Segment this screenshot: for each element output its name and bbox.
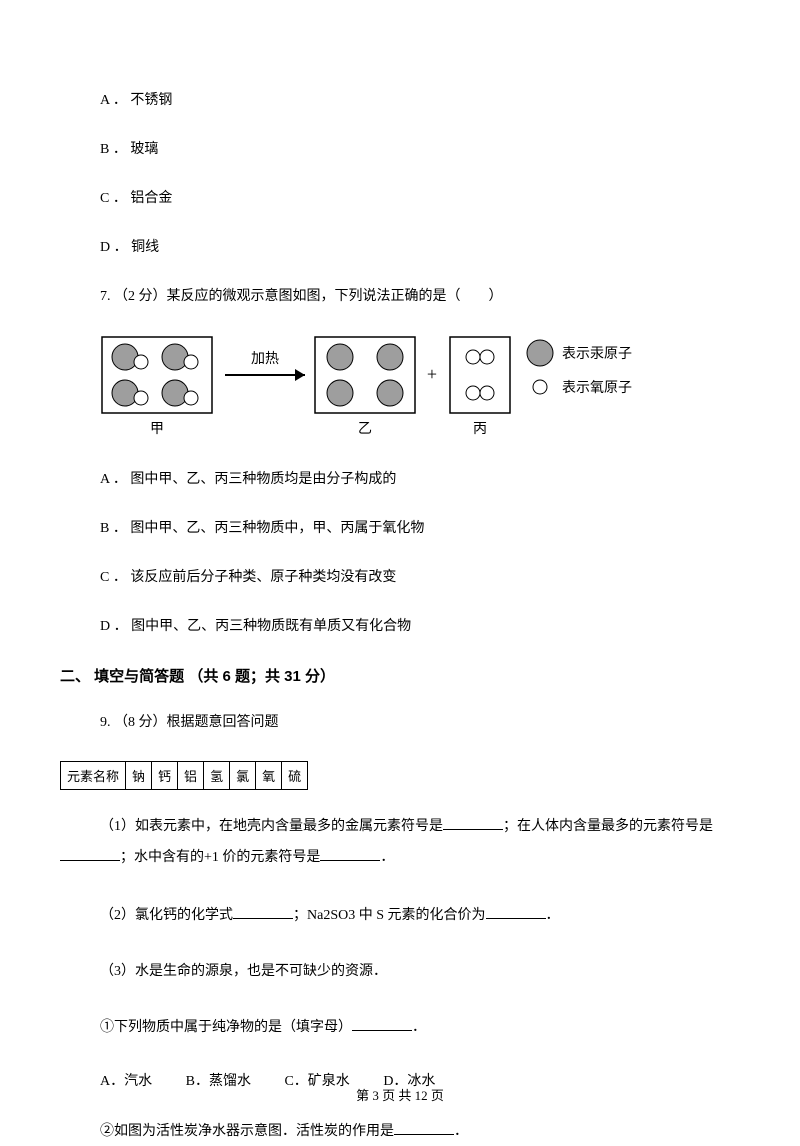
q6-option-c: C ． 铝合金 — [60, 188, 740, 209]
q9-p2-b: ；Na2SO3 中 S 元素的化合价为 — [293, 908, 486, 923]
q9-p1-end: ． — [380, 850, 394, 865]
diagram-label-b: 乙 — [358, 421, 372, 437]
table-header: 元素名称 — [61, 762, 126, 790]
q9-p2-a: （2）氯化钙的化学式 — [100, 908, 233, 923]
diagram-arrow-label: 加热 — [251, 351, 279, 367]
q9-p1-c: ；水中含有的+1 价的元素符号是 — [120, 850, 320, 865]
q7-option-b: B ． 图中甲、乙、丙三种物质中，甲、丙属于氧化物 — [60, 518, 740, 539]
table-cell: 硫 — [282, 762, 308, 790]
blank — [394, 1119, 454, 1134]
legend-hg: 表示汞原子 — [562, 346, 632, 362]
diagram-label-c: 丙 — [473, 422, 487, 437]
diagram-label-a: 甲 — [150, 422, 164, 437]
q9-p1-a: （1）如表元素中，在地壳内含量最多的金属元素符号是 — [100, 819, 443, 834]
q9-p4-end: ． — [412, 1020, 426, 1035]
q9-p5-a: ②如图为活性炭净水器示意图．活性炭的作用是 — [100, 1124, 394, 1139]
q7-option-d: D ． 图中甲、乙、丙三种物质既有单质又有化合物 — [60, 616, 740, 637]
q6-option-d: D ． 铜线 — [60, 237, 740, 258]
table-cell: 铝 — [178, 762, 204, 790]
q9-p4-a: ①下列物质中属于纯净物的是（填字母） — [100, 1020, 352, 1035]
q7-option-c: C ． 该反应前后分子种类、原子种类均没有改变 — [60, 567, 740, 588]
q9-p2-end: ． — [546, 908, 560, 923]
q7-option-a: A ． 图中甲、乙、丙三种物质均是由分子构成的 — [60, 469, 740, 490]
q6-option-a: A ． 不锈钢 — [60, 90, 740, 111]
page-footer: 第 3 页 共 12 页 — [0, 1085, 800, 1104]
table-cell: 钠 — [126, 762, 152, 790]
q6-option-b: B ． 玻璃 — [60, 139, 740, 160]
blank — [233, 903, 293, 918]
q9-p5-end: ． — [454, 1124, 468, 1139]
legend-o: 表示氧原子 — [562, 380, 632, 396]
blank — [320, 845, 380, 860]
q7-diagram: 甲 加热 乙 + 丙 表示汞原子 表示氧原子 — [60, 335, 740, 445]
q9-sub4: ①下列物质中属于纯净物的是（填字母） ． — [60, 1014, 740, 1042]
svg-text:+: + — [427, 364, 437, 384]
q9-sub3: （3）水是生命的源泉，也是不可缺少的资源． — [60, 958, 740, 986]
blank — [443, 815, 503, 830]
q9-p1-b: ；在人体内含量最多的元素符号是 — [503, 819, 713, 834]
q9-sub1: （1）如表元素中，在地壳内含量最多的金属元素符号是 ；在人体内含量最多的元素符号是… — [60, 812, 740, 874]
blank — [60, 860, 120, 861]
table-cell: 氧 — [256, 762, 282, 790]
table-cell: 钙 — [152, 762, 178, 790]
q9-stem: 9. （8 分）根据题意回答问题 — [60, 712, 740, 733]
blank — [486, 903, 546, 918]
q9-sub2: （2）氯化钙的化学式 ；Na2SO3 中 S 元素的化合价为 ． — [60, 902, 740, 930]
table-cell: 氯 — [230, 762, 256, 790]
element-table: 元素名称 钠 钙 铝 氢 氯 氧 硫 — [60, 761, 308, 790]
table-cell: 氢 — [204, 762, 230, 790]
q7-stem: 7. （2 分）某反应的微观示意图如图，下列说法正确的是（ ） — [60, 286, 740, 307]
blank — [352, 1015, 412, 1030]
section2-title: 二、 填空与简答题 （共 6 题；共 31 分） — [60, 665, 740, 686]
